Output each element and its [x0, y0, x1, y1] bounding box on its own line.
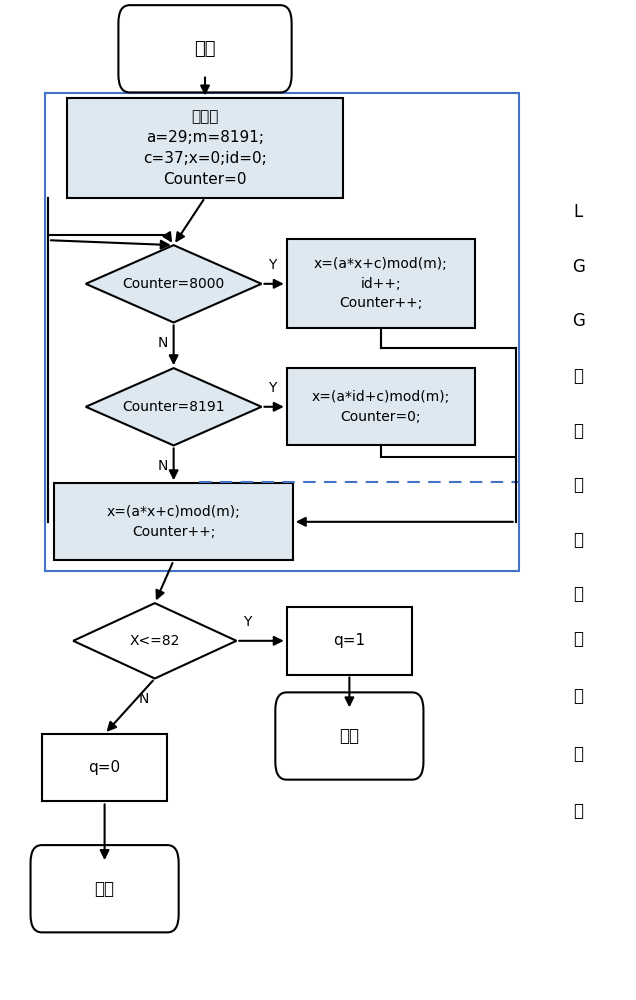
Text: x=(a*id+c)mod(m);
Counter=0;: x=(a*id+c)mod(m); Counter=0;: [312, 390, 450, 424]
Text: x=(a*x+c)mod(m);
id++;
Counter++;: x=(a*x+c)mod(m); id++; Counter++;: [314, 257, 448, 310]
Text: Y: Y: [268, 381, 276, 395]
Text: L: L: [574, 203, 583, 221]
FancyBboxPatch shape: [42, 734, 167, 801]
Text: N: N: [139, 692, 149, 706]
Text: 结束: 结束: [340, 727, 359, 745]
FancyBboxPatch shape: [31, 845, 179, 932]
Text: N: N: [158, 336, 169, 350]
Text: 限: 限: [574, 802, 583, 820]
FancyBboxPatch shape: [287, 607, 412, 675]
FancyBboxPatch shape: [275, 692, 424, 780]
Text: 初始化
a=29;m=8191;
c=37;x=0;id=0;
Counter=0: 初始化 a=29;m=8191; c=37;x=0;id=0; Counter=…: [143, 109, 267, 187]
Text: 定: 定: [574, 687, 583, 705]
Text: Y: Y: [243, 615, 251, 629]
Text: 匀: 匀: [574, 422, 583, 440]
FancyBboxPatch shape: [287, 239, 475, 328]
Text: x=(a*x+c)mod(m);
Counter++;: x=(a*x+c)mod(m); Counter++;: [107, 505, 240, 539]
Polygon shape: [86, 368, 261, 445]
Text: q=1: q=1: [333, 633, 366, 648]
FancyBboxPatch shape: [118, 5, 292, 92]
Text: 判: 判: [574, 630, 583, 648]
Polygon shape: [73, 603, 237, 678]
FancyBboxPatch shape: [67, 98, 343, 198]
Text: 门: 门: [574, 745, 583, 763]
Text: 结束: 结束: [95, 880, 114, 898]
Text: 机: 机: [574, 531, 583, 549]
Text: N: N: [158, 459, 169, 473]
Text: 均: 均: [574, 367, 583, 385]
Text: 随: 随: [574, 476, 583, 494]
Text: G: G: [572, 312, 585, 330]
Text: Y: Y: [268, 258, 276, 272]
Polygon shape: [86, 245, 261, 322]
Text: 数: 数: [574, 585, 583, 603]
FancyBboxPatch shape: [55, 483, 293, 560]
Text: Counter=8000: Counter=8000: [123, 277, 225, 291]
Text: G: G: [572, 258, 585, 276]
Text: q=0: q=0: [88, 760, 121, 775]
Text: X<=82: X<=82: [130, 634, 180, 648]
FancyBboxPatch shape: [287, 368, 475, 445]
Text: 开始: 开始: [194, 40, 216, 58]
Text: Counter=8191: Counter=8191: [122, 400, 225, 414]
